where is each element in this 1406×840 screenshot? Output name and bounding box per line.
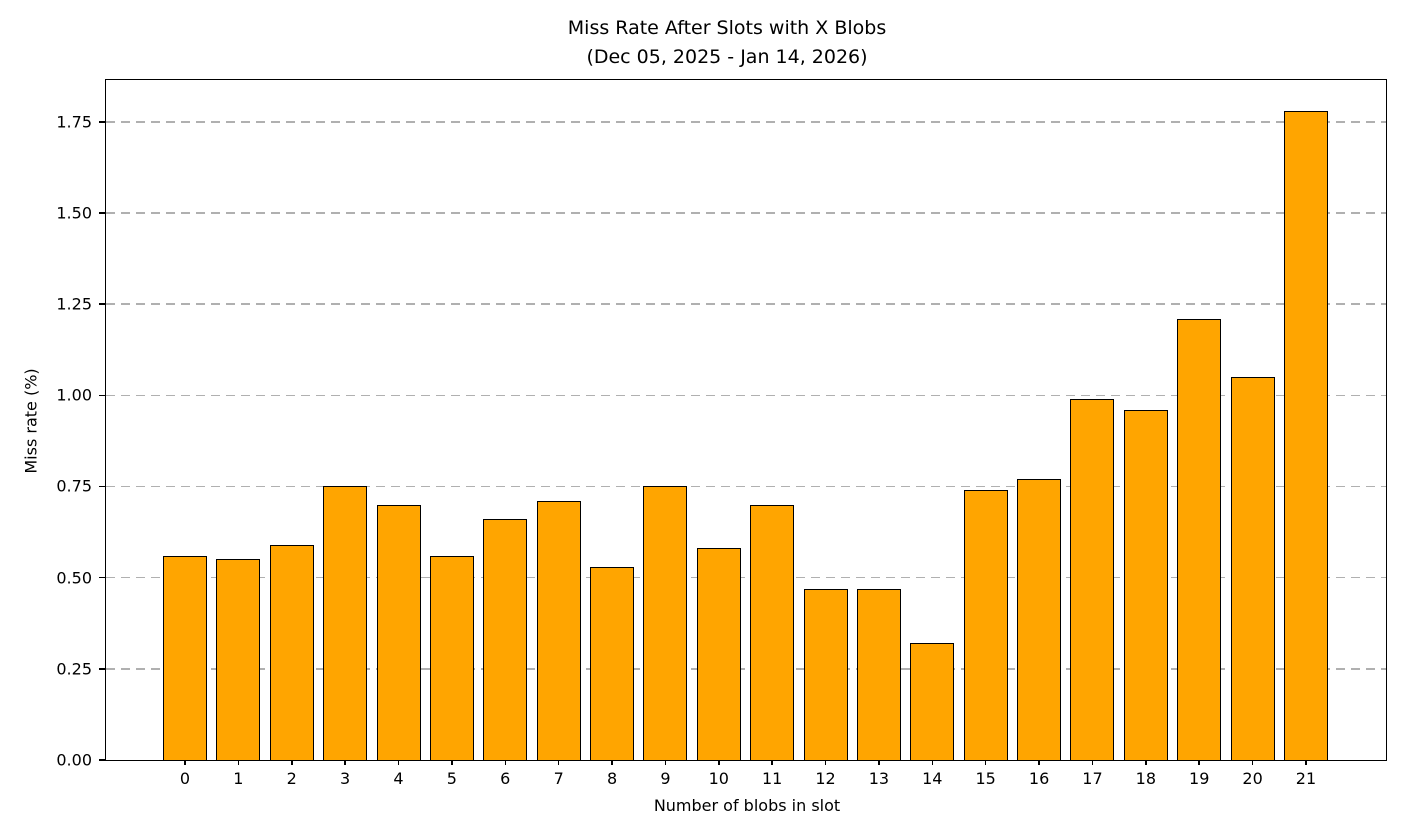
x-tick-mark <box>984 760 987 765</box>
bar-9 <box>643 486 688 760</box>
x-tick-mark <box>451 760 453 765</box>
y-tick-mark <box>99 394 106 397</box>
y-tick-mark <box>99 576 106 579</box>
bar-11 <box>750 504 795 760</box>
y-tick-label: 0.00 <box>56 750 92 770</box>
x-axis-label: Number of blobs in slot <box>653 796 841 815</box>
x-tick-label: 8 <box>606 769 618 788</box>
x-tick-label: 4 <box>393 769 404 788</box>
x-tick-label: 2 <box>286 769 297 788</box>
x-tick-label: 18 <box>1135 769 1156 788</box>
chart-title: Miss Rate After Slots with X Blobs (Dec … <box>568 14 886 73</box>
x-tick-label: 19 <box>1189 769 1210 788</box>
x-tick-label: 0 <box>179 769 191 788</box>
x-tick-label: 16 <box>1028 769 1050 788</box>
x-tick-mark <box>397 760 400 765</box>
x-tick-label: 17 <box>1082 769 1103 788</box>
x-tick-mark <box>611 760 613 765</box>
bar-21 <box>1283 110 1328 760</box>
x-tick-mark <box>237 760 240 765</box>
bar-3 <box>323 486 368 760</box>
y-tick-label: 1.75 <box>56 112 92 132</box>
x-tick-mark <box>1145 760 1147 765</box>
x-tick-label: 14 <box>922 769 943 788</box>
x-tick-label: 20 <box>1242 769 1263 788</box>
y-tick-mark <box>99 668 106 670</box>
chart-title-line1: Miss Rate After Slots with X Blobs <box>567 17 887 39</box>
bar-2 <box>269 544 314 760</box>
y-tick-label: 1.25 <box>56 294 92 314</box>
gridline-y-0.5 <box>106 576 1386 579</box>
x-tick-mark <box>344 760 346 765</box>
x-tick-mark <box>664 760 667 765</box>
x-tick-label: 15 <box>975 769 996 788</box>
gridline-y-1.25 <box>106 303 1386 305</box>
gridline-y-0.25 <box>106 668 1386 670</box>
x-tick-mark <box>184 760 186 765</box>
bar-19 <box>1177 318 1222 760</box>
y-tick-label: 0.25 <box>56 659 92 679</box>
x-tick-mark <box>1091 760 1094 765</box>
x-tick-mark <box>504 760 507 765</box>
plot-area: Miss rate (%) Number of blobs in slot 0.… <box>22 79 1387 815</box>
bar-6 <box>483 519 528 760</box>
y-tick-label: 1.50 <box>56 203 92 223</box>
y-tick-mark <box>99 485 106 488</box>
x-tick-label: 21 <box>1295 769 1317 788</box>
x-tick-mark <box>718 760 720 765</box>
x-tick-mark <box>557 760 560 765</box>
y-tick-label: 0.50 <box>56 568 92 588</box>
gridline-y-0.75 <box>106 485 1386 488</box>
x-tick-mark <box>1198 760 1200 765</box>
x-tick-label: 7 <box>553 769 564 788</box>
x-tick-label: 10 <box>708 769 729 788</box>
y-tick-mark <box>99 303 106 305</box>
x-tick-label: 9 <box>660 769 671 788</box>
y-tick-label: 1.00 <box>56 385 92 405</box>
y-tick-label: 0.75 <box>56 476 92 496</box>
y-tick-mark <box>99 121 106 123</box>
x-tick-label: 5 <box>446 769 457 788</box>
bar-8 <box>590 566 635 760</box>
bar-4 <box>376 504 421 760</box>
x-tick-mark <box>1305 760 1307 765</box>
gridline-y-1 <box>106 394 1386 397</box>
y-axis-label: Miss rate (%) <box>21 368 41 474</box>
chart-title-line2: (Dec 05, 2025 - Jan 14, 2026) <box>586 46 868 69</box>
x-tick-mark <box>1251 760 1254 765</box>
gridline-y-1.75 <box>106 121 1386 123</box>
x-tick-mark <box>931 760 934 765</box>
x-tick-label: 3 <box>340 769 351 788</box>
bar-1 <box>216 559 261 760</box>
bar-16 <box>1017 479 1062 760</box>
x-tick-label: 1 <box>233 769 244 788</box>
y-tick-mark <box>99 759 106 761</box>
x-tick-mark <box>1038 760 1040 765</box>
bar-5 <box>429 555 474 760</box>
bar-20 <box>1230 377 1275 760</box>
gridline-y-1.5 <box>106 212 1386 214</box>
x-tick-mark <box>878 760 880 765</box>
x-tick-mark <box>771 760 773 765</box>
x-tick-label: 13 <box>868 769 890 788</box>
x-tick-label: 6 <box>500 769 511 788</box>
x-tick-mark <box>824 760 827 765</box>
bar-12 <box>803 588 848 760</box>
x-tick-label: 12 <box>815 769 836 788</box>
bar-13 <box>856 588 901 760</box>
x-tick-mark <box>291 760 293 765</box>
bar-10 <box>696 548 741 760</box>
bar-7 <box>536 501 581 760</box>
bar-17 <box>1070 398 1115 760</box>
x-tick-label: 11 <box>761 769 783 788</box>
bar-0 <box>163 555 207 760</box>
bar-18 <box>1123 409 1168 760</box>
y-tick-mark <box>99 212 106 214</box>
bar-15 <box>963 490 1008 760</box>
bar-14 <box>910 643 955 760</box>
